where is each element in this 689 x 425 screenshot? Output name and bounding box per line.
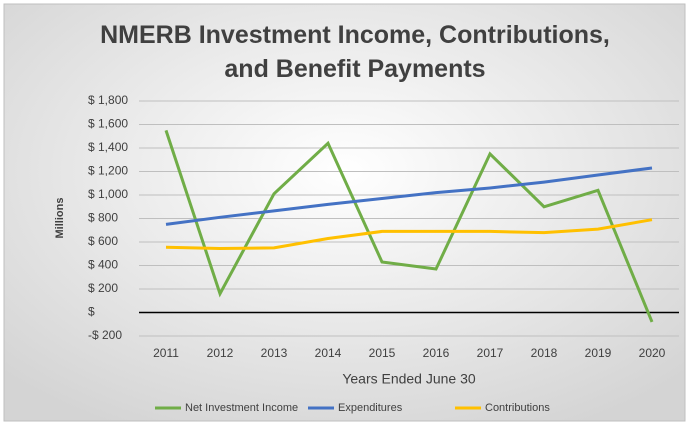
y-tick-label: $ 800 bbox=[88, 211, 118, 225]
y-tick-label: $ 1,800 bbox=[88, 93, 128, 107]
chart-title: NMERB Investment Income, Contributions, … bbox=[100, 21, 610, 83]
x-tick-label: 2017 bbox=[477, 346, 504, 360]
y-tick-label: $ 600 bbox=[88, 234, 118, 248]
y-tick-label: $ 1,200 bbox=[88, 164, 128, 178]
y-tick-label: -$ 200 bbox=[88, 328, 122, 342]
chart-background bbox=[3, 3, 686, 422]
y-tick-label: $ 1,400 bbox=[88, 140, 128, 154]
y-tick-label: $ 1,000 bbox=[88, 187, 128, 201]
x-tick-label: 2016 bbox=[423, 346, 450, 360]
legend-label: Net Investment Income bbox=[185, 402, 298, 414]
x-tick-label: 2018 bbox=[531, 346, 558, 360]
x-tick-label: 2015 bbox=[369, 346, 396, 360]
y-tick-label: $ 200 bbox=[88, 281, 118, 295]
y-tick-label: $ 400 bbox=[88, 258, 118, 272]
series-line bbox=[164, 129, 654, 323]
legend-label: Contributions bbox=[485, 402, 550, 414]
series-line bbox=[165, 218, 653, 250]
x-tick-label: 2012 bbox=[207, 346, 234, 360]
x-axis-label: Years Ended June 30 bbox=[342, 371, 476, 387]
series-line bbox=[165, 166, 653, 226]
x-tick-label: 2013 bbox=[261, 346, 288, 360]
y-tick-label: $ 1,600 bbox=[88, 117, 128, 131]
x-tick-label: 2020 bbox=[639, 346, 666, 360]
y-axis-label: Millions bbox=[54, 198, 66, 239]
x-tick-label: 2019 bbox=[585, 346, 612, 360]
y-tick-label: $ bbox=[88, 305, 95, 319]
legend-label: Expenditures bbox=[338, 402, 403, 414]
x-tick-label: 2011 bbox=[153, 346, 179, 360]
x-tick-label: 2014 bbox=[315, 346, 342, 360]
